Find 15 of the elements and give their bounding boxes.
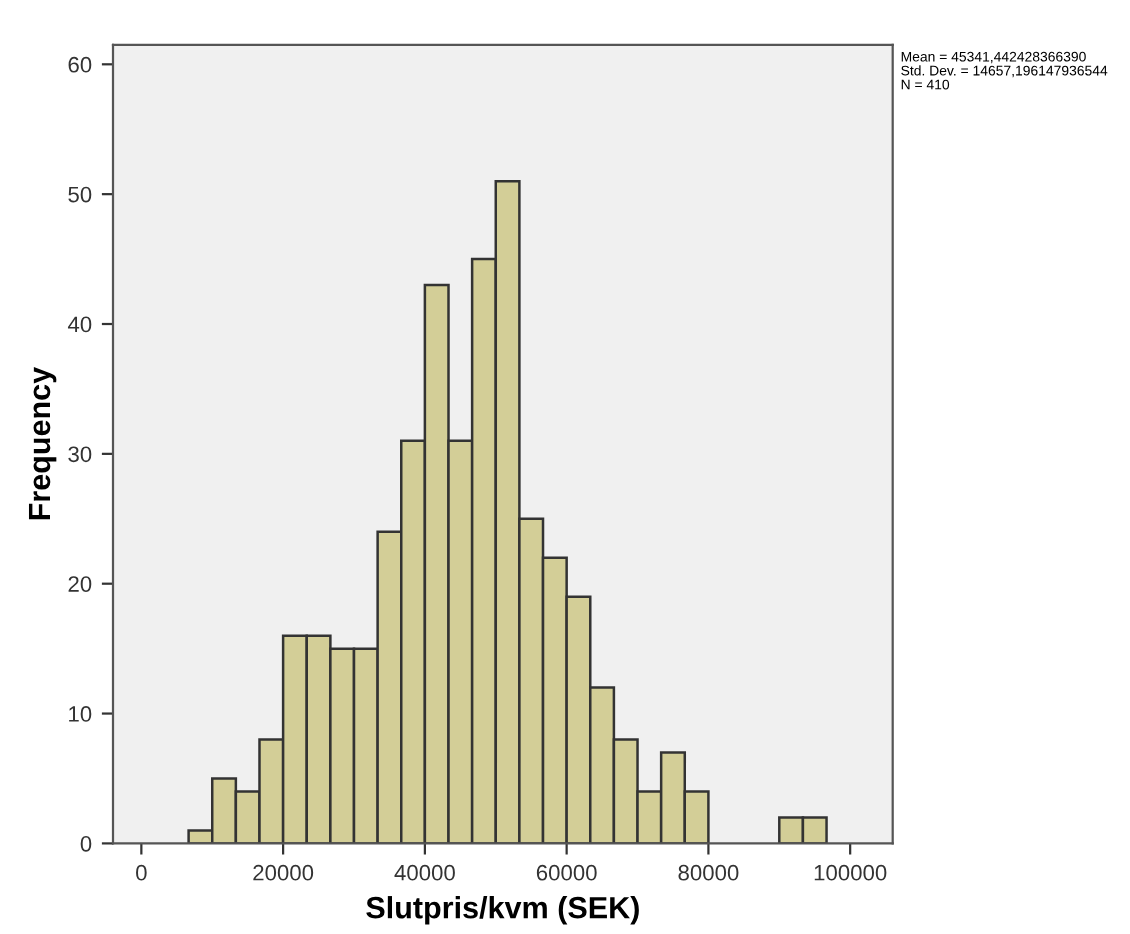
x-tick-label: 100000: [814, 864, 887, 881]
x-tick-label: 40000: [394, 864, 455, 881]
y-tick-label: 30: [68, 446, 92, 463]
y-tick-label: 50: [68, 186, 92, 203]
y-tick-label: 0: [80, 835, 92, 852]
x-tick-label: 60000: [536, 864, 597, 881]
x-tick-label: 0: [136, 864, 147, 881]
x-tick-label: 20000: [253, 864, 314, 881]
y-tick-label: 20: [68, 576, 92, 592]
x-axis-title: Slutpris/kvm (SEK): [366, 896, 639, 925]
y-tick-label: 40: [67, 316, 92, 333]
y-axis-title: Frequency: [28, 367, 57, 520]
x-tick-label: 80000: [678, 864, 739, 881]
y-tick-label: 10: [69, 706, 92, 722]
y-tick-label: 60: [68, 56, 92, 73]
